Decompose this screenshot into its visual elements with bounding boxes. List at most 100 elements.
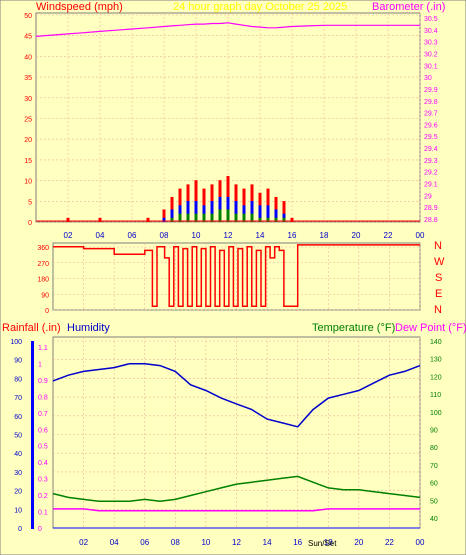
humidity-tick: 0	[18, 526, 22, 533]
wind-low-bar	[266, 217, 270, 222]
compass-w: W	[434, 256, 445, 268]
wind-average-bar	[250, 201, 254, 222]
x-tick-lower: 00	[416, 538, 425, 547]
wind-gust-bar	[274, 196, 278, 222]
x-tick-lower: 16	[293, 538, 302, 547]
baro-right-tick: 28.8	[424, 217, 438, 224]
rain-tick: 1.1	[38, 345, 48, 352]
wind-average-bar	[258, 205, 262, 222]
wind-average-bar	[266, 205, 270, 222]
baro-right-tick: 29.4	[424, 146, 438, 153]
x-tick-upper: 00	[416, 231, 425, 240]
wind-average-bar	[218, 196, 222, 222]
temp-tick: 110	[430, 392, 441, 399]
wind-low-bar	[186, 213, 190, 222]
wind-gust-bar	[282, 201, 286, 222]
compass-n-bottom: N	[434, 304, 442, 316]
wind-average-bar	[226, 196, 230, 222]
temp-tick: 60	[430, 481, 438, 488]
rain-tick: 0.7	[38, 411, 48, 418]
humidity-label: Humidity	[67, 322, 110, 334]
x-tick-lower: 14	[263, 538, 272, 547]
baro-right-tick: 29.3	[424, 158, 438, 165]
baro-right-tick: 29.9	[424, 87, 438, 94]
temp-tick: 130	[430, 357, 442, 364]
rain-tick: 0.9	[38, 378, 48, 385]
wind-left-tick: 30	[24, 96, 32, 103]
wind-left-tick: 15	[24, 158, 32, 165]
wind-low-bar	[210, 213, 214, 222]
baro-right-tick: 30.3	[424, 40, 438, 47]
x-tick-upper: 20	[352, 231, 361, 240]
x-tick-lower: 10	[201, 538, 210, 547]
wind-left-tick: 0	[28, 220, 32, 227]
wind-left-tick: 10	[24, 179, 32, 186]
temp-tick: 80	[430, 445, 438, 452]
dewpoint-line	[53, 508, 420, 512]
baro-right-tick: 30.1	[424, 63, 438, 70]
temp-tick: 100	[430, 410, 442, 417]
wind-gust-bar	[162, 209, 166, 222]
wind-average-bar	[186, 201, 190, 222]
wind-low-bar	[226, 209, 230, 222]
sunset-label: Sun/Set	[308, 539, 337, 548]
x-tick-lower: 18	[324, 538, 333, 547]
compass-e: E	[435, 288, 442, 300]
chart-marks	[35, 22, 421, 529]
rain-tick: 0.8	[38, 394, 48, 401]
wind-left-tick: 5	[28, 199, 32, 206]
x-tick-upper: 10	[192, 231, 201, 240]
baro-right-tick: 30.4	[424, 28, 438, 35]
x-tick-lower: 22	[385, 538, 394, 547]
x-tick-upper: 08	[160, 231, 169, 240]
humidity-tick: 30	[14, 470, 22, 477]
x-tick-lower: 20	[354, 538, 363, 547]
wind-average-bar	[274, 209, 278, 222]
wind-left-tick: 20	[24, 137, 32, 144]
baro-right-tick: 29	[424, 193, 432, 200]
x-tick-upper: 16	[288, 231, 297, 240]
x-tick-upper: 12	[224, 231, 233, 240]
dir-left-tick: 360	[37, 245, 49, 252]
baro-right-tick: 29.8	[424, 99, 438, 106]
wind-low-bar	[202, 213, 206, 222]
barometer-label: Barometer (.in)	[372, 1, 445, 13]
rain-tick: 0.4	[38, 460, 48, 467]
baro-right-tick: 28.9	[424, 205, 438, 212]
baro-right-tick: 29.7	[424, 111, 438, 118]
humidity-tick: 90	[14, 358, 22, 365]
barometer-line	[35, 22, 420, 37]
wind-gust-bar	[170, 196, 174, 222]
temp-tick: 50	[430, 498, 438, 505]
x-tick-lower: 04	[110, 538, 119, 547]
x-tick-upper: 14	[256, 231, 265, 240]
x-tick-lower: 06	[140, 538, 149, 547]
rain-tick: 0.6	[38, 427, 48, 434]
graph-title: 24 hour graph day October 25 2025	[173, 1, 347, 13]
wind-left-tick: 25	[24, 117, 32, 124]
windspeed-label: Windspeed (mph)	[36, 1, 123, 13]
rain-tick: 0	[38, 526, 42, 533]
x-tick-upper: 04	[96, 231, 105, 240]
temp-tick: 40	[430, 516, 438, 523]
wind-low-bar	[242, 213, 246, 222]
humidity-tick: 100	[10, 339, 22, 346]
wind-average-bar	[162, 217, 166, 222]
dir-left-tick: 90	[41, 292, 49, 299]
wind-low-bar	[218, 209, 222, 222]
wind-low-bar	[234, 213, 238, 222]
temperature-label: Temperature (°F)	[312, 322, 395, 334]
wind-low-bar	[258, 217, 262, 222]
direction-line	[53, 244, 420, 308]
x-tick-upper: 06	[128, 231, 137, 240]
wind-average-bar	[210, 201, 214, 222]
x-tick-lower: 08	[171, 538, 180, 547]
humidity-tick: 40	[14, 451, 22, 458]
wind-low-bar	[194, 213, 198, 222]
rain-tick: 0.2	[38, 493, 48, 500]
baro-right-tick: 30.5	[424, 16, 438, 23]
rain-tick: 0.5	[38, 444, 48, 451]
wind-left-tick: 35	[24, 75, 32, 82]
rain-tick: 0.3	[38, 477, 48, 484]
